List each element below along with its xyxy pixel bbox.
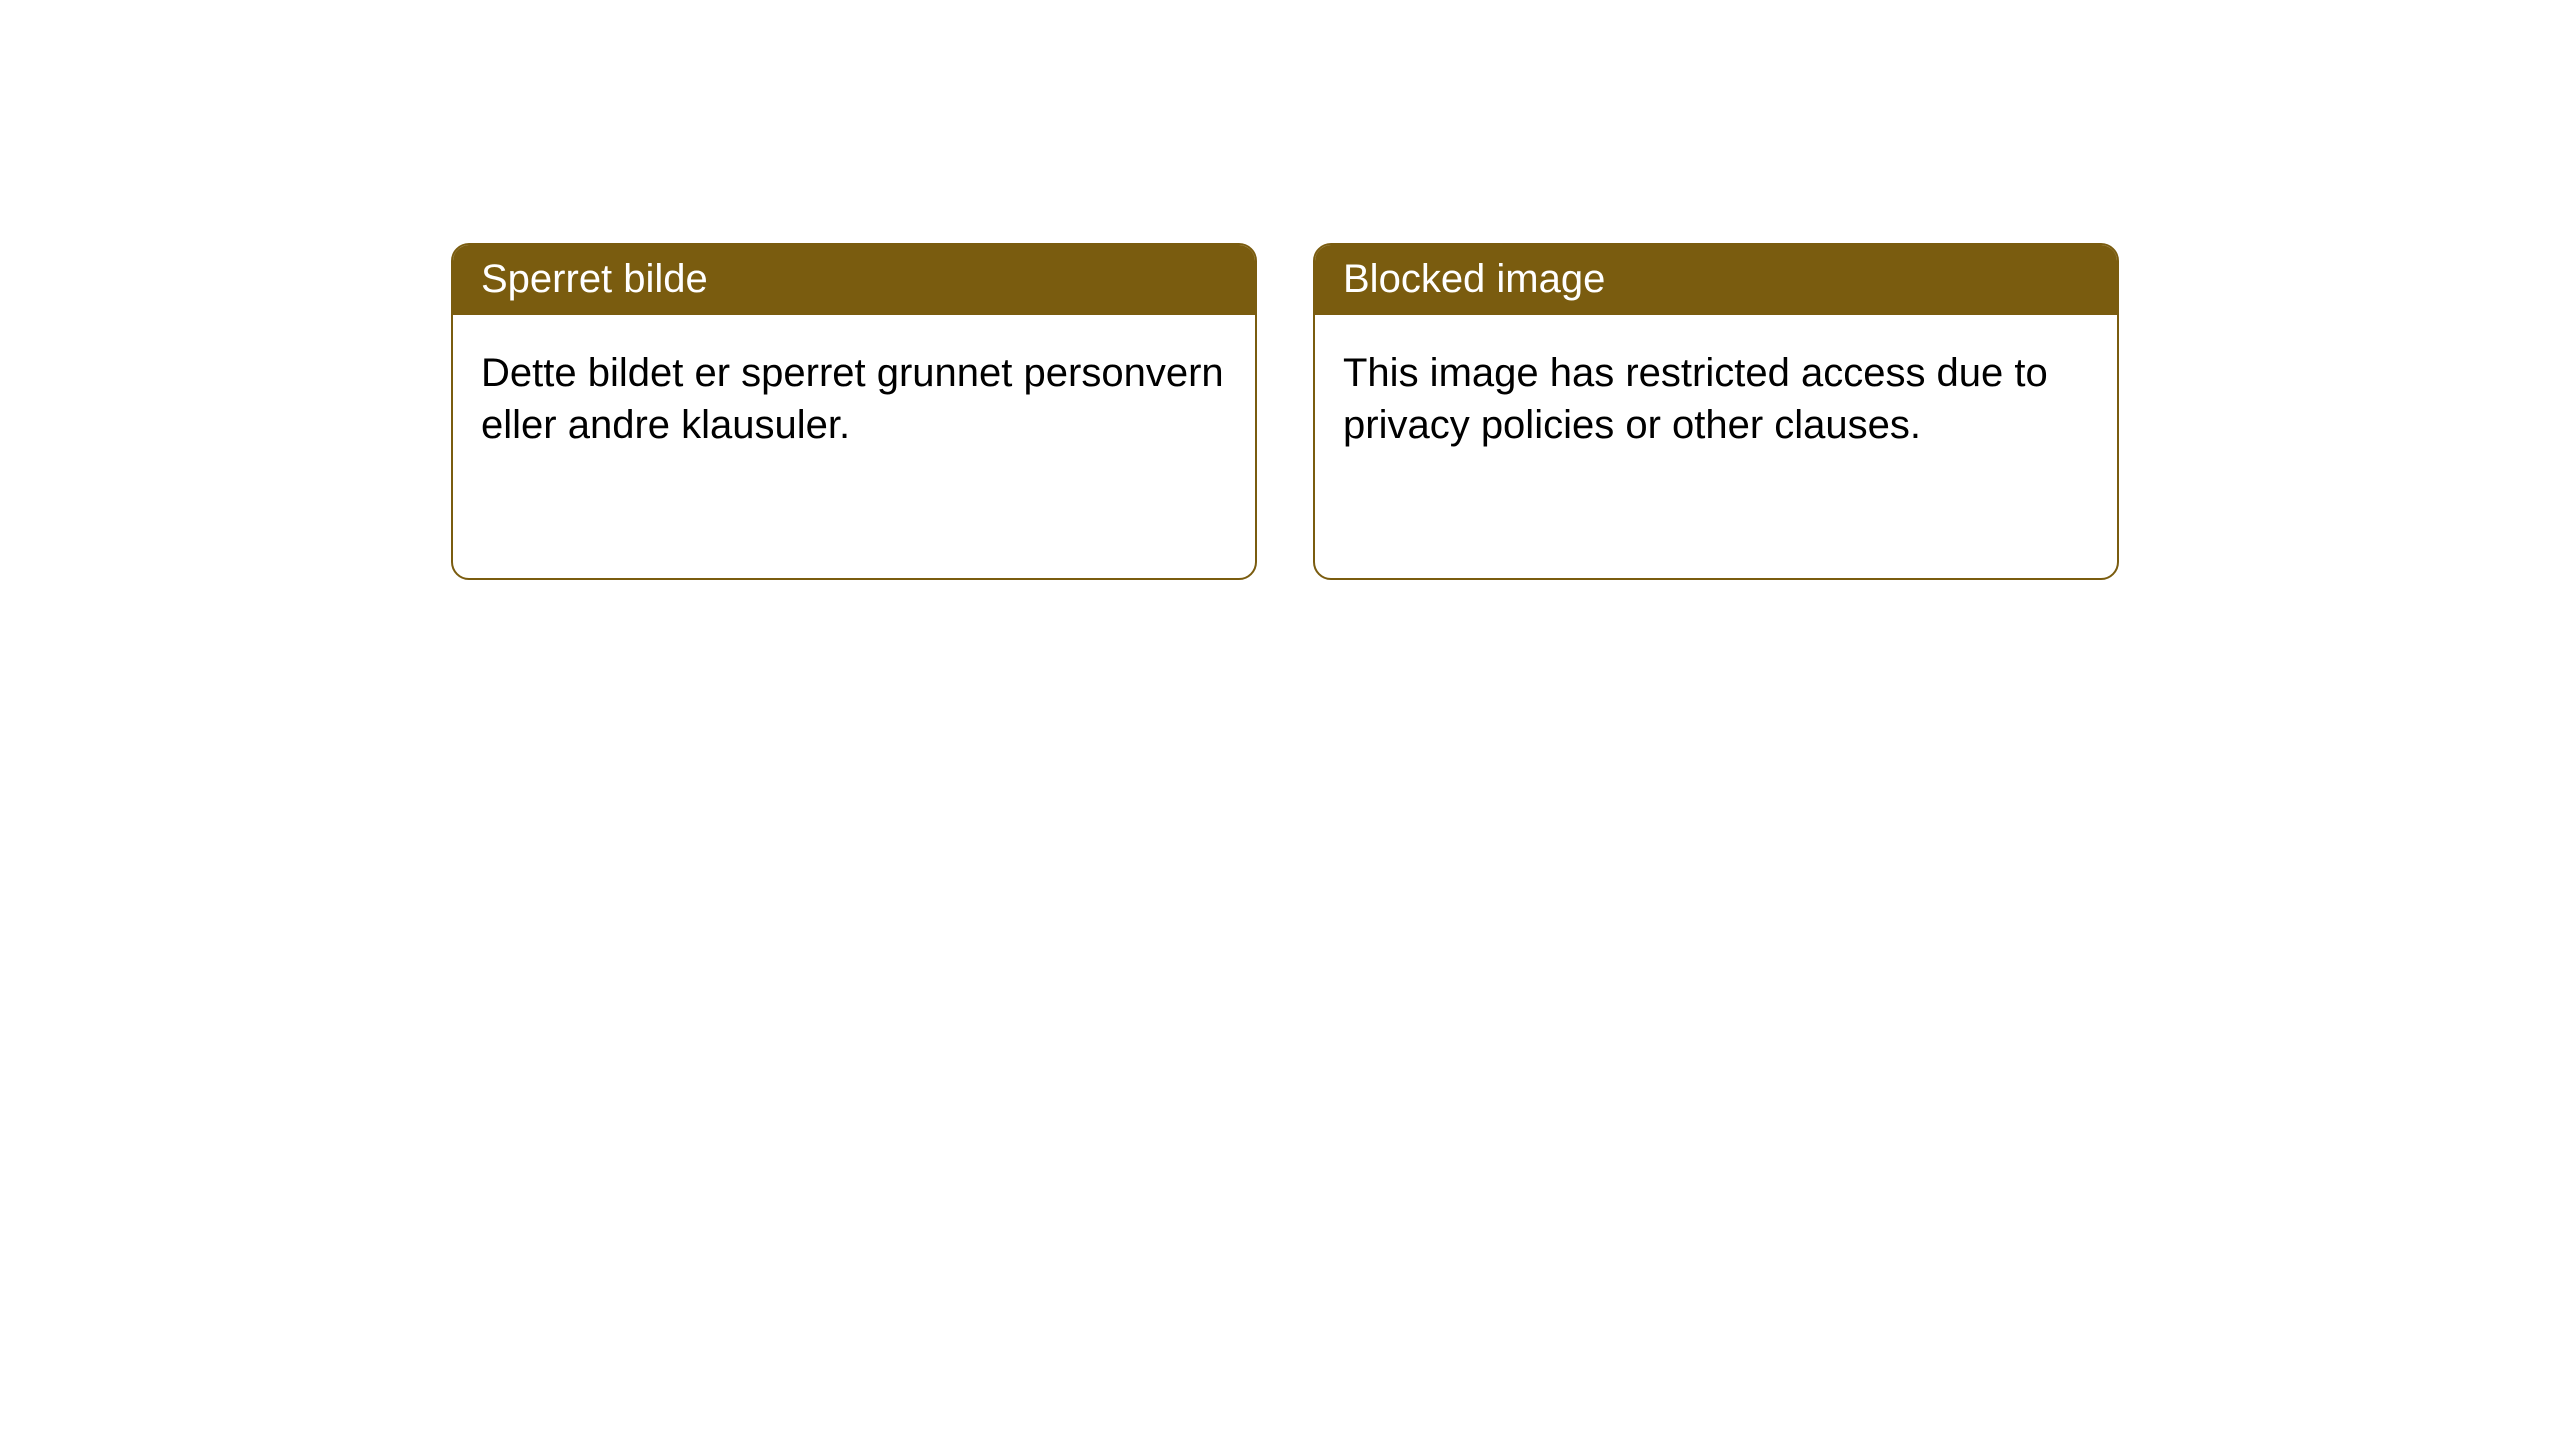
notice-body: Dette bildet er sperret grunnet personve… [453,315,1255,483]
notice-header: Sperret bilde [453,245,1255,315]
notice-card-english: Blocked image This image has restricted … [1313,243,2119,580]
notice-body-text: This image has restricted access due to … [1343,351,2048,447]
notice-card-norwegian: Sperret bilde Dette bildet er sperret gr… [451,243,1257,580]
notice-body-text: Dette bildet er sperret grunnet personve… [481,351,1224,447]
notice-title: Blocked image [1343,257,1605,301]
notice-container: Sperret bilde Dette bildet er sperret gr… [0,0,2560,580]
notice-body: This image has restricted access due to … [1315,315,2117,483]
notice-title: Sperret bilde [481,257,708,301]
notice-header: Blocked image [1315,245,2117,315]
